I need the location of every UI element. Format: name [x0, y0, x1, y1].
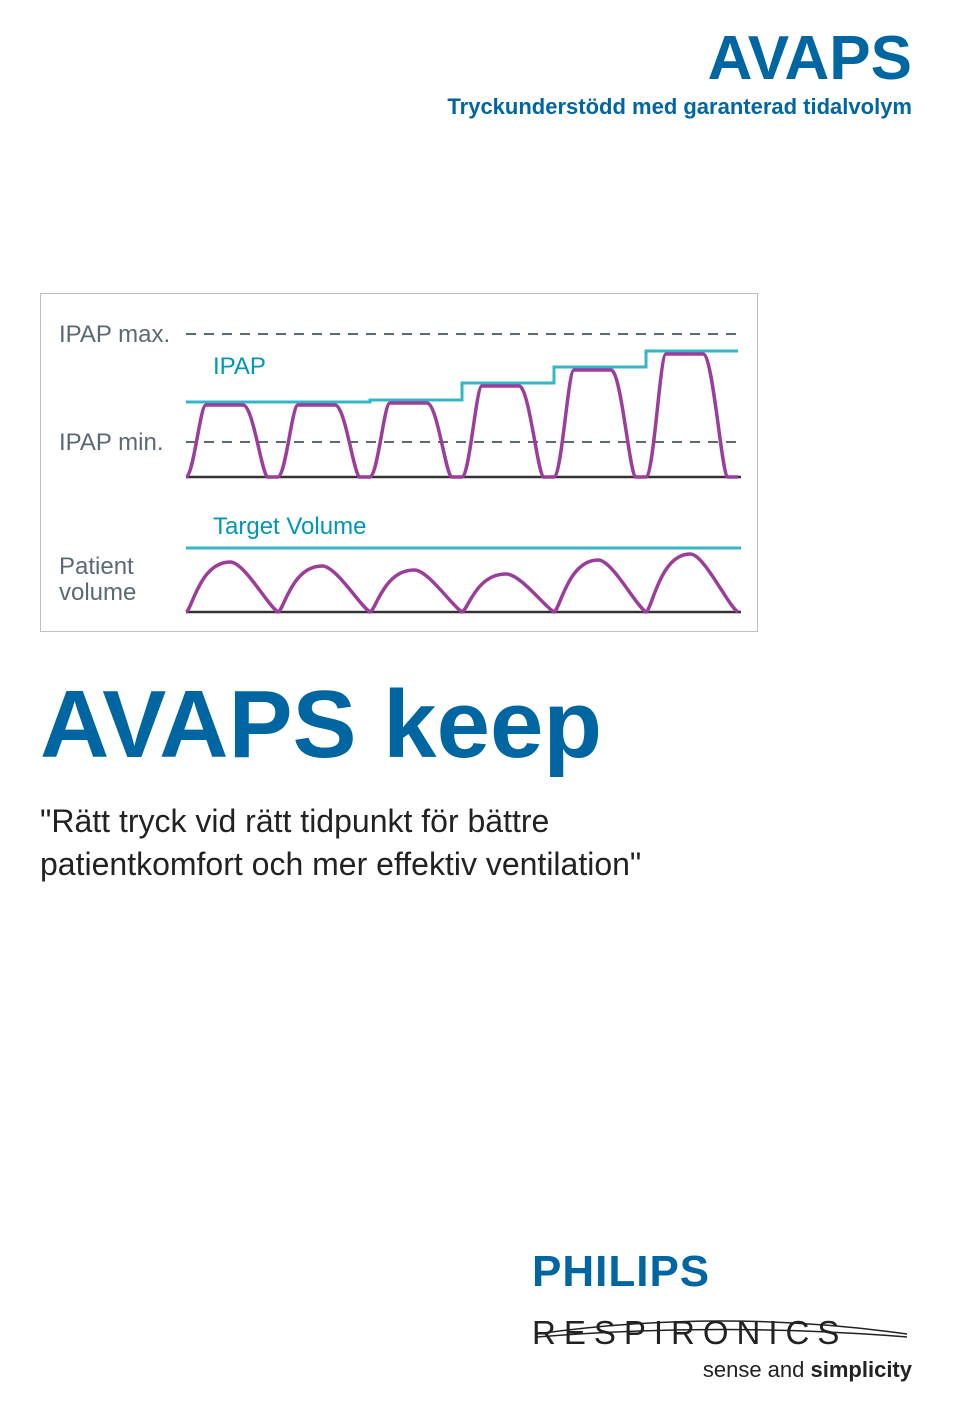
chart-container: IPAP max. IPAP IPAP min. Target Volume Patie… [40, 293, 758, 632]
main-heading: AVAPS keep [40, 677, 602, 773]
header-block: AVAPS Tryckunderstödd med garanterad tid… [447, 28, 912, 120]
quote-text: "Rätt tryck vid rätt tidpunkt för bättre… [40, 800, 760, 886]
header-title: AVAPS [447, 28, 912, 90]
tagline: sense and simplicity [532, 1357, 912, 1383]
tagline-bold: simplicity [811, 1357, 912, 1382]
svg-text:Patient: Patient [59, 553, 134, 580]
footer-logo: PHILIPS RESPIRONICS sense and simplicity [532, 1250, 912, 1383]
svg-text:Target Volume: Target Volume [213, 513, 366, 540]
swoosh-icon [532, 1314, 912, 1344]
svg-text:IPAP: IPAP [213, 353, 266, 380]
svg-text:IPAP min.: IPAP min. [59, 429, 163, 456]
philips-wordmark: PHILIPS [532, 1250, 912, 1294]
svg-text:volume: volume [59, 579, 136, 606]
svg-text:IPAP max.: IPAP max. [59, 321, 170, 348]
header-subtitle: Tryckunderstödd med garanterad tidalvoly… [447, 94, 912, 120]
respironics-wrap: RESPIRONICS sense and simplicity [532, 1316, 912, 1383]
chart-svg: IPAP max. IPAP IPAP min. Target Volume Patie… [41, 294, 759, 633]
tagline-light: sense and [703, 1357, 805, 1382]
